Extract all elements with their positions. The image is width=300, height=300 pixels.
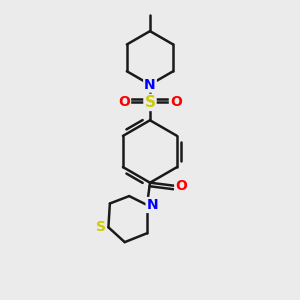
Text: N: N bbox=[144, 78, 156, 92]
Text: O: O bbox=[118, 95, 130, 110]
Text: N: N bbox=[147, 198, 158, 212]
Text: S: S bbox=[96, 220, 106, 234]
Text: O: O bbox=[175, 179, 187, 193]
Text: O: O bbox=[170, 95, 182, 110]
Text: S: S bbox=[145, 95, 155, 110]
